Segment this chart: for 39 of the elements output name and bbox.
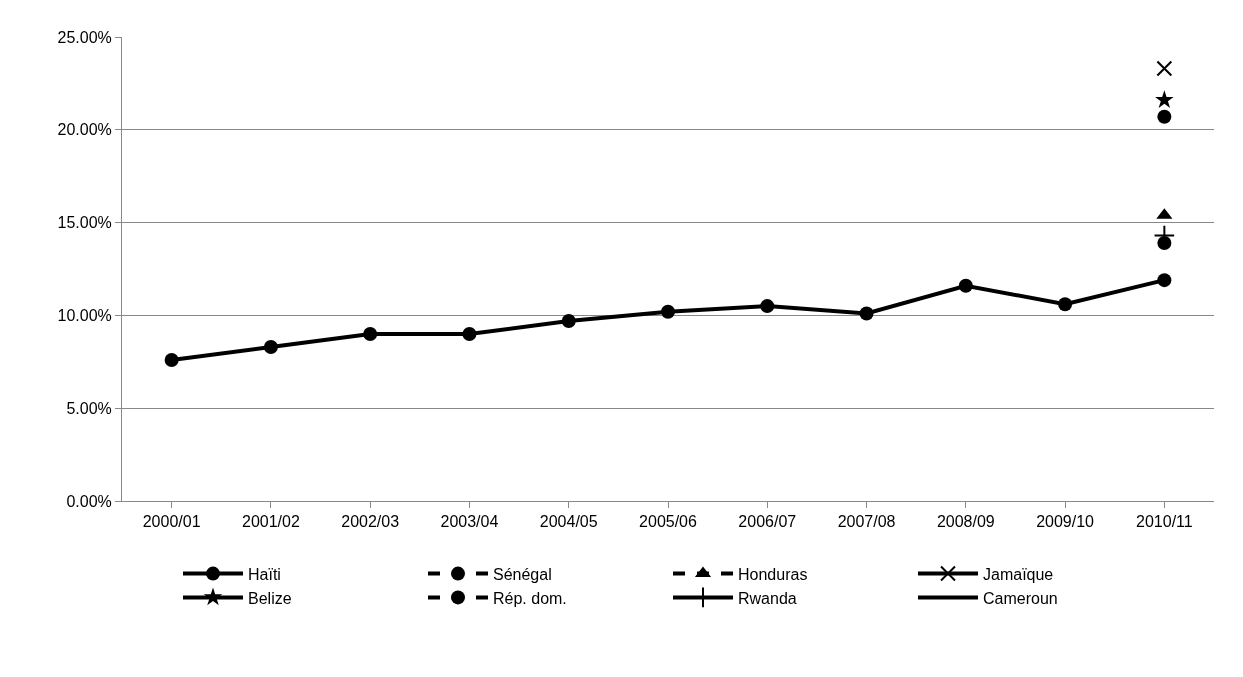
point	[561, 313, 576, 328]
legend-label: Jamaïque	[983, 565, 1054, 583]
point	[1155, 90, 1174, 109]
x-tick-label: 2009/10	[1036, 513, 1095, 531]
point	[363, 326, 378, 341]
x-tick-label: 2005/06	[639, 513, 698, 531]
legend-label: Cameroun	[983, 589, 1058, 607]
legend-label: Honduras	[738, 565, 808, 583]
x-tick-label: 2001/02	[241, 513, 300, 531]
point	[958, 278, 973, 293]
x-tick-label: 2007/08	[837, 513, 896, 531]
legend-label: Rwanda	[738, 589, 797, 607]
legend-label: Rép. dom.	[493, 589, 567, 607]
x-tick-label: 2000/01	[142, 513, 201, 531]
point	[1156, 60, 1173, 77]
point	[859, 306, 874, 321]
point	[1157, 109, 1172, 124]
x-tick-label: 2004/05	[539, 513, 598, 531]
y-tick-label: 5.00%	[66, 399, 112, 417]
point	[661, 304, 675, 319]
legend-label: Belize	[248, 589, 292, 607]
y-tick-label: 20.00%	[57, 121, 112, 139]
point	[462, 326, 477, 341]
legend-label: Sénégal	[493, 565, 552, 583]
y-tick-label: 0.00%	[66, 492, 112, 510]
point	[263, 339, 278, 354]
point	[164, 352, 179, 367]
x-tick-label: 2008/09	[936, 513, 995, 531]
point	[760, 299, 775, 314]
y-tick-label: 25.00%	[57, 28, 112, 46]
point	[1157, 273, 1172, 288]
x-tick-label: 2002/03	[341, 513, 400, 531]
x-tick-label: 2006/07	[738, 513, 797, 531]
x-tick-label: 2003/04	[440, 513, 499, 531]
x-tick-label: 2010/11	[1136, 513, 1193, 531]
y-tick-label: 15.00%	[57, 214, 112, 232]
legend-label: Haïti	[248, 565, 281, 583]
point	[1058, 297, 1073, 312]
y-tick-label: 10.00%	[57, 307, 112, 324]
